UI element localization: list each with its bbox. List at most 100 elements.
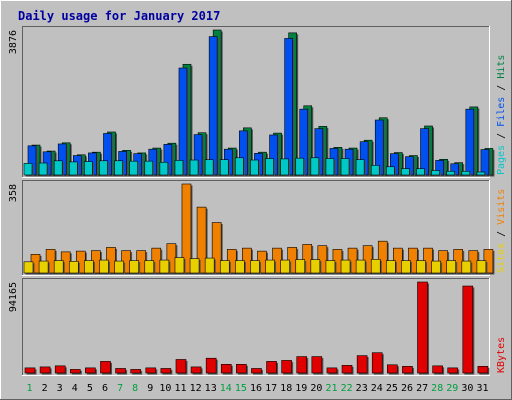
bar-sites-day-31: [476, 260, 487, 274]
bar-sites-day-15: [235, 260, 245, 274]
day-label-31: 31: [476, 383, 488, 394]
bar-kbytes-day-1: [24, 367, 36, 374]
bar-pages-day-18: [280, 158, 289, 176]
bar-kbytes-day-12: [190, 366, 202, 374]
bar-files-day-11: [178, 67, 188, 176]
axis-legend-part: Pages: [496, 145, 507, 175]
bar-kbytes-day-17: [266, 361, 277, 374]
bar-kbytes-day-11: [175, 359, 187, 374]
max-value-label: 3876: [8, 30, 19, 54]
day-label-27: 27: [416, 383, 428, 394]
bar-files-day-30: [465, 108, 475, 176]
bar-pages-day-30: [461, 170, 471, 176]
bar-kbytes-day-30: [462, 285, 474, 374]
bar-kbytes-day-13: [205, 357, 217, 374]
panel-hits: 3876 Pages / Files / Hits: [8, 26, 507, 178]
day-label-10: 10: [159, 383, 171, 394]
bar-visits-day-13: [211, 222, 222, 274]
bar-kbytes-day-25: [387, 364, 398, 374]
bar-pages-day-9: [144, 160, 154, 176]
bar-kbytes-day-16: [251, 368, 262, 374]
bar-pages-day-12: [189, 159, 199, 176]
day-label-9: 9: [147, 383, 153, 394]
axis-legend-part: /: [496, 79, 507, 97]
bar-files-day-18: [284, 38, 293, 176]
bar-kbytes-day-23: [356, 355, 368, 374]
bar-kbytes-day-7: [115, 368, 126, 374]
day-label-16: 16: [250, 383, 262, 394]
axis-legend-part: KBytes: [496, 337, 507, 373]
bar-kbytes-day-4: [69, 369, 81, 374]
bar-sites-day-3: [53, 260, 64, 274]
bar-pages-day-27: [416, 168, 425, 176]
day-label-28: 28: [431, 383, 443, 394]
day-label-25: 25: [386, 383, 398, 394]
max-value-label: 94165: [8, 282, 19, 312]
bar-pages-day-11: [174, 160, 184, 176]
bar-pages-day-8: [129, 160, 138, 176]
max-value-label: 358: [8, 184, 19, 202]
bar-kbytes-day-3: [54, 365, 66, 374]
bar-pages-day-29: [446, 170, 456, 176]
bar-pages-day-13: [204, 159, 214, 176]
bar-pages-day-25: [386, 166, 395, 176]
axis-legend-part: Sites: [496, 243, 507, 273]
bar-kbytes-day-14: [220, 364, 232, 374]
bar-sites-day-25: [386, 260, 396, 274]
bar-sites-day-16: [250, 260, 260, 274]
day-label-17: 17: [265, 383, 277, 394]
bar-sites-day-28: [431, 260, 441, 274]
bar-visits-day-12: [196, 206, 207, 274]
panel-kbytes: 94165 KBytes: [8, 278, 507, 376]
day-label-5: 5: [87, 383, 93, 394]
bar-pages-day-17: [265, 158, 274, 176]
day-label-22: 22: [341, 383, 353, 394]
bar-sites-day-23: [355, 259, 366, 274]
bar-sites-day-24: [370, 259, 381, 274]
axis-legend-part: Hits: [496, 55, 507, 79]
day-label-19: 19: [295, 383, 307, 394]
day-label-24: 24: [371, 383, 383, 394]
day-label-23: 23: [356, 383, 368, 394]
day-label-20: 20: [310, 383, 322, 394]
axis-legend: Sites / Visits: [496, 189, 507, 273]
bar-kbytes-day-6: [100, 361, 111, 374]
bar-visits-day-19: [302, 244, 313, 274]
day-label-29: 29: [446, 383, 458, 394]
day-label-18: 18: [280, 383, 292, 394]
bar-kbytes-day-9: [145, 367, 157, 374]
bar-pages-day-4: [68, 161, 78, 176]
chart-panels: 3876 Pages / Files / Hits 358 Sites / Visit…: [8, 26, 507, 376]
bar-sites-day-8: [129, 260, 139, 274]
bar-pages-day-16: [250, 159, 259, 176]
bar-kbytes-day-19: [296, 356, 308, 374]
bar-pages-day-7: [114, 160, 123, 176]
day-label-21: 21: [325, 383, 337, 394]
bar-pages-day-28: [431, 170, 440, 176]
bar-pages-day-15: [235, 157, 244, 176]
bar-kbytes-day-5: [85, 367, 96, 374]
day-label-11: 11: [174, 383, 186, 394]
bar-kbytes-day-21: [326, 367, 338, 374]
bar-sites-day-18: [280, 259, 290, 274]
bar-pages-day-14: [219, 159, 229, 176]
bar-sites-day-2: [38, 260, 49, 274]
bar-pages-day-10: [159, 161, 169, 176]
day-label-12: 12: [190, 383, 202, 394]
axis-legend-part: /: [496, 127, 507, 145]
axis-legend: Pages / Files / Hits: [496, 55, 507, 175]
bar-files-day-13: [208, 36, 218, 176]
bar-kbytes-day-15: [236, 364, 247, 374]
panel-visits: 358 Sites / Visits: [8, 180, 507, 276]
bar-kbytes-day-8: [130, 369, 141, 374]
bar-kbytes-day-31: [477, 366, 489, 374]
day-label-30: 30: [461, 383, 473, 394]
bar-sites-day-10: [159, 259, 170, 274]
bar-sites-day-14: [219, 260, 230, 274]
day-label-14: 14: [220, 383, 232, 394]
bar-sites-day-9: [144, 260, 155, 274]
bar-kbytes-day-29: [447, 367, 459, 374]
bar-kbytes-day-22: [341, 365, 353, 374]
bar-sites-day-6: [99, 259, 109, 274]
